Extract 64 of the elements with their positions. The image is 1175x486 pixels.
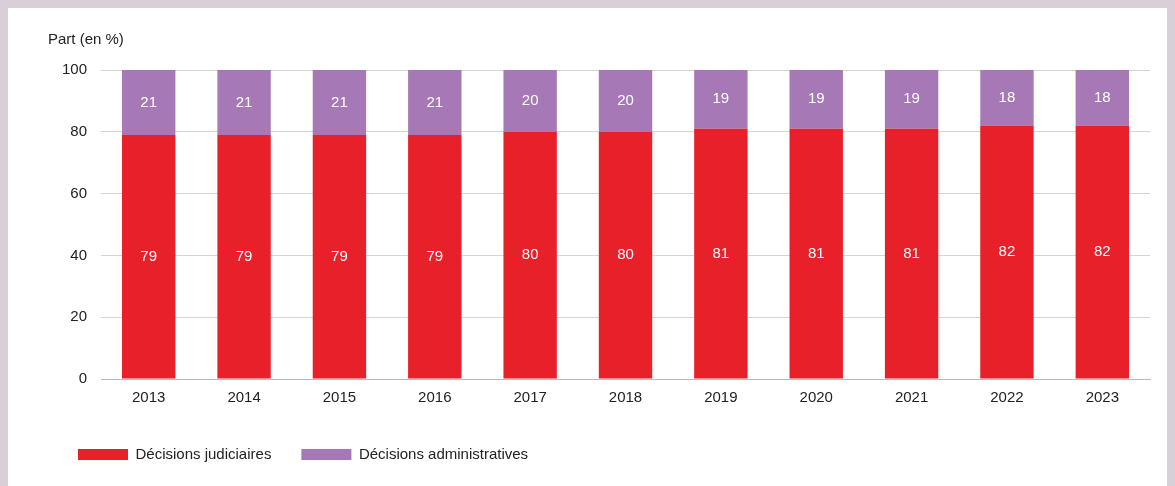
data-label: 20	[521, 91, 539, 109]
y-tick-label: 40	[70, 245, 88, 263]
bar	[1075, 125, 1130, 379]
bar	[980, 70, 1034, 126]
data-label: 81	[807, 243, 825, 261]
bar	[503, 70, 557, 132]
bar	[503, 131, 557, 379]
data-label: 79	[140, 246, 158, 264]
data-label: 19	[903, 89, 920, 107]
legend-label: Décisions administratives	[358, 444, 529, 462]
data-label: 21	[331, 92, 348, 110]
bar	[408, 70, 462, 135]
bar	[312, 70, 367, 135]
bar	[408, 134, 462, 379]
bar	[312, 134, 367, 379]
data-label: 19	[712, 89, 730, 107]
x-tick-label: 2014	[227, 388, 261, 406]
data-label: 81	[712, 243, 730, 261]
data-label: 79	[426, 246, 444, 264]
y-tick-label: 100	[62, 60, 88, 78]
x-tick-label: 2016	[418, 388, 452, 406]
bar	[598, 131, 653, 379]
bar	[122, 70, 176, 135]
data-label: 21	[426, 92, 444, 110]
x-tick-label: 2023	[1085, 388, 1120, 406]
data-label: 82	[998, 242, 1016, 260]
data-label: 82	[1093, 242, 1111, 260]
bar	[598, 70, 653, 132]
data-label: 80	[521, 245, 539, 263]
bar	[884, 70, 939, 129]
data-label: 21	[140, 92, 158, 110]
data-label: 18	[998, 87, 1016, 105]
data-label: 18	[1093, 87, 1111, 105]
y-tick-label: 60	[70, 183, 88, 201]
x-tick-label: 2019	[704, 388, 738, 406]
bar	[789, 128, 843, 379]
data-label: 20	[617, 91, 634, 109]
x-tick-label: 2017	[513, 388, 547, 406]
bar	[217, 70, 271, 135]
x-tick-label: 2020	[799, 388, 833, 406]
x-tick-label: 2018	[608, 388, 643, 406]
y-tick-label: 80	[70, 121, 88, 139]
x-tick-label: 2015	[322, 388, 357, 406]
bar	[884, 128, 939, 379]
bar	[694, 128, 748, 379]
bar	[1075, 70, 1130, 126]
x-tick-label: 2022	[990, 388, 1024, 406]
bar	[217, 134, 271, 379]
data-label: 80	[617, 245, 634, 263]
bar	[122, 134, 176, 379]
bar	[789, 70, 843, 129]
x-tick-label: 2013	[132, 388, 166, 406]
data-label: 79	[235, 246, 253, 264]
x-tick-label: 2021	[894, 388, 929, 406]
bar	[694, 70, 748, 129]
data-label: 19	[807, 89, 825, 107]
legend-label: Décisions judiciaires	[135, 444, 272, 462]
data-label: 81	[903, 243, 920, 261]
data-label: 79	[331, 246, 348, 264]
y-axis-title: Part (en %)	[48, 30, 124, 48]
y-tick-label: 0	[78, 369, 88, 387]
y-tick-label: 20	[70, 307, 88, 325]
data-label: 21	[235, 92, 253, 110]
bar	[980, 125, 1034, 379]
